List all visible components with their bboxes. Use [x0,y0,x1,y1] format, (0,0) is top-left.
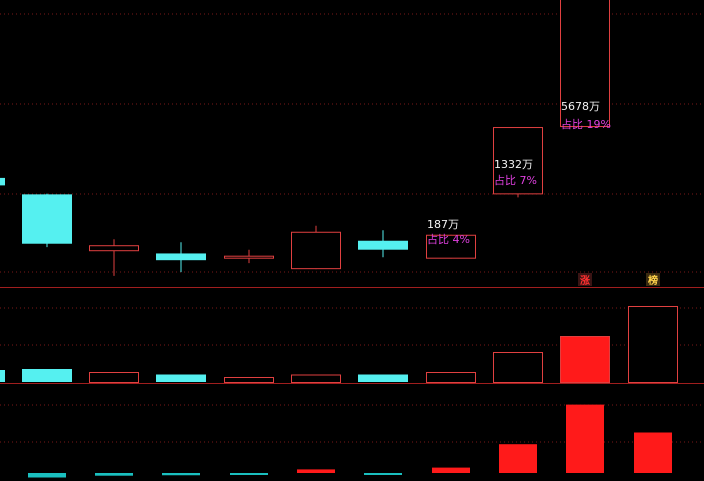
indicator-bar [230,473,268,475]
volume-bar [224,377,274,383]
indicator-bar [432,467,470,473]
badge-label: 榜 [648,274,658,287]
volume-bar [628,306,678,383]
volume-bar [156,374,206,382]
indicator-bar [566,404,604,473]
indicator-bar [297,469,335,473]
indicator-bar [28,473,66,478]
turnover-share-label: 占比 7% [494,173,537,187]
volume-bar [560,336,610,383]
candle-body [426,234,476,259]
volume-bar [89,372,139,383]
indicator-bar [364,473,402,475]
volume-bar [291,374,341,383]
volume-bar [493,352,543,383]
turnover-amount-label: 5678万 [561,100,600,113]
candle-body [156,253,206,261]
turnover-amount-label: 187万 [427,218,459,231]
candle-body [224,255,274,259]
indicator-bar [95,473,133,476]
candle-body [560,0,610,128]
turnover-share-label: 占比 19% [561,117,611,131]
turnover-share-label: 占比 4% [427,232,470,246]
candle-body [291,231,341,270]
indicator-bar [162,473,200,476]
candle-body [22,194,72,244]
candle-body [358,240,408,250]
indicator-bar [634,432,672,473]
turnover-amount-label: 1332万 [494,158,533,171]
badge-background [578,273,592,286]
volume-bar [0,370,5,382]
badge-label: 涨 [580,274,590,287]
badge-background [646,273,660,286]
indicator-bar [499,444,537,473]
candle-body [493,127,543,195]
volume-bar [358,374,408,382]
candle-body [89,245,139,252]
volume-bar [22,369,72,382]
candle-body [0,177,5,186]
volume-bar [426,372,476,383]
